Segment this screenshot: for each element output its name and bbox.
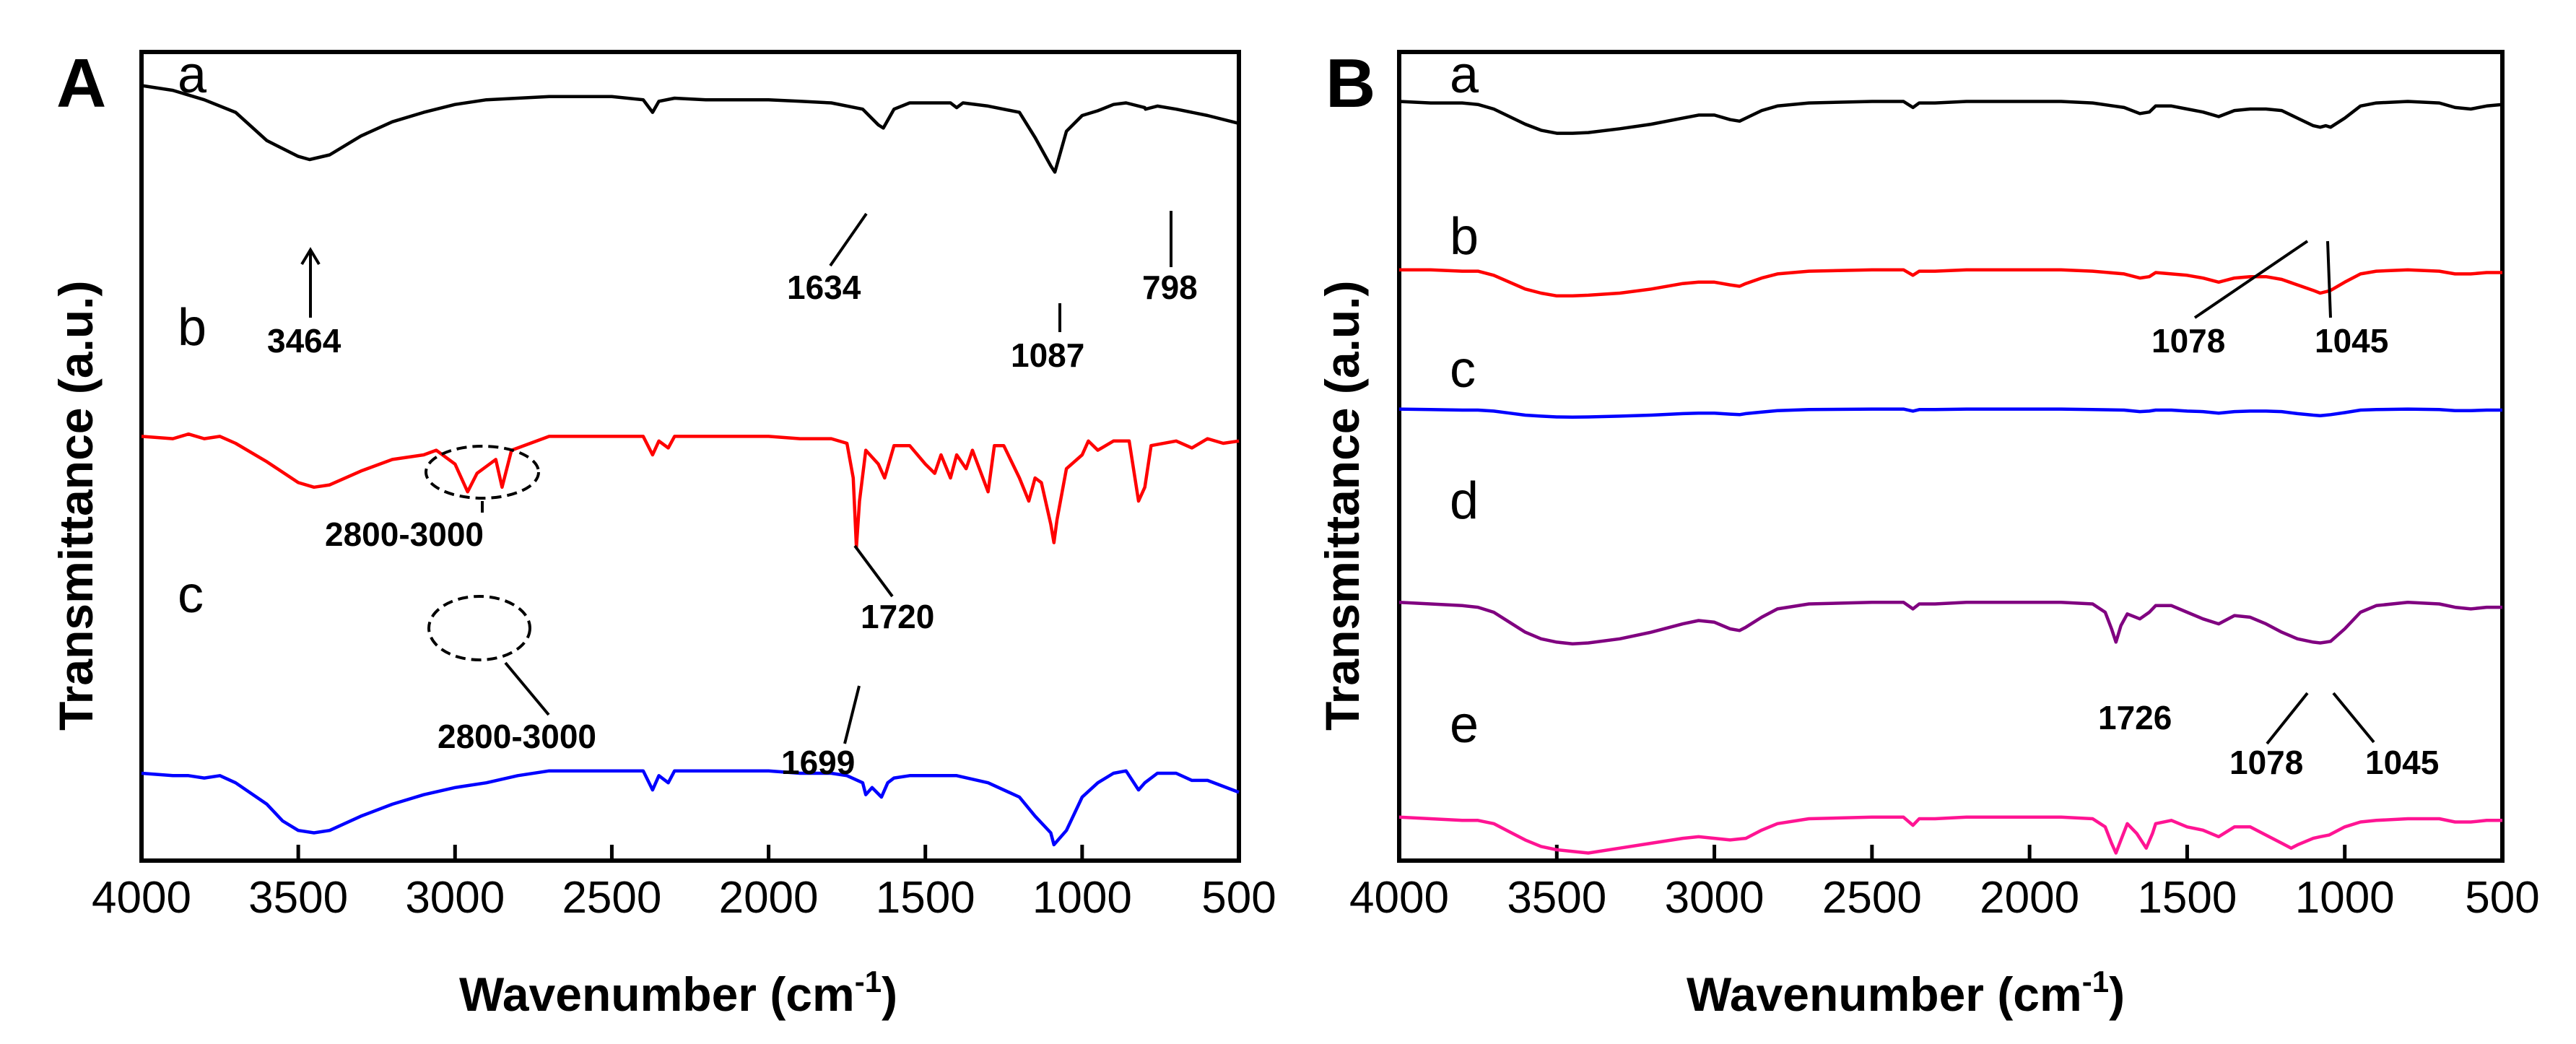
panel-a-annotation-2800-3000-c: 2800-3000	[438, 718, 596, 755]
panel-a-x-axis-title-sup: -1	[855, 965, 882, 999]
series-a-line	[1398, 100, 2503, 135]
x-tick-label: 3500	[248, 873, 348, 923]
panel-a-annotation-1634: 1634	[787, 269, 861, 306]
x-tick-label: 2000	[1980, 873, 2079, 923]
panel-b-annotation-1078-top: 1078	[2151, 322, 2225, 360]
panel-a-annotation-1720: 1720	[861, 598, 934, 635]
panel-a-x-axis-title: Wavenumber (cm-1)	[459, 965, 897, 1021]
panel-b-x-axis-title-close: )	[2109, 967, 2125, 1021]
panel-a-label: A	[56, 45, 106, 122]
panel-a-arrow-1699	[843, 685, 861, 744]
x-tick-label: 3500	[1507, 873, 1606, 923]
panel-b-x-ticks: 4000 3500 3000 2500 2000 1500 1000 500	[1349, 845, 2540, 923]
panel-b-x-axis-title-sup: -1	[2082, 965, 2109, 999]
panel-b-arrow-1078-bottom	[2266, 692, 2309, 745]
x-tick-label: 500	[1201, 873, 1276, 923]
panel-a-x-ticks: 4000 3500 3000 2500 2000 1500 1000 500	[92, 845, 1276, 923]
panel-b-plot-frame	[1397, 50, 2505, 863]
panel-a-annotation-1699: 1699	[781, 744, 855, 781]
panel-b-arrow-1045-top	[2326, 240, 2332, 318]
panel-a-curve-label-c: c	[178, 566, 204, 624]
x-tick-label: 500	[2465, 873, 2539, 923]
panel-b: 4000 3500 3000 2500 2000 1500 1000 500 B Transm…	[1315, 45, 2540, 1021]
series-b-line	[141, 432, 1240, 549]
panel-b-curve-label-a: a	[1450, 46, 1479, 104]
panel-a-annotation-1087: 1087	[1011, 336, 1084, 374]
panel-b-x-axis-title-main: Wavenumber (cm	[1687, 967, 2082, 1021]
panel-b-x-axis-title: Wavenumber (cm-1)	[1687, 965, 2125, 1021]
panel-a-ellipse-c	[427, 595, 531, 661]
panel-a-arrowhead-3464	[300, 247, 321, 266]
panel-b-curve-label-b: b	[1450, 208, 1479, 266]
x-tick-label: 4000	[92, 873, 191, 923]
panel-a-annotation-2800-3000-b: 2800-3000	[325, 516, 484, 553]
x-tick-label: 2000	[719, 873, 819, 923]
panel-b-annotation-1726: 1726	[2098, 699, 2172, 736]
panel-a-y-axis-title: Transmittance (a.u.)	[49, 281, 103, 731]
panel-a-annotation-3464: 3464	[267, 322, 341, 360]
series-d-line	[1398, 600, 2502, 645]
panel-a-plot-frame	[139, 50, 1241, 863]
panel-a-curve-label-b: b	[178, 299, 206, 357]
series-e-line	[1398, 815, 2502, 855]
panel-a-ellipse-b	[425, 445, 540, 500]
x-tick-label: 4000	[1349, 873, 1449, 923]
panel-b-curve-label-e: e	[1450, 696, 1479, 754]
panel-a-arrow-1634	[829, 212, 868, 267]
panel-b-series	[1398, 100, 2503, 855]
panel-b-y-axis-title: Transmittance (a.u.)	[1315, 281, 1369, 731]
panel-a-x-axis-title-main: Wavenumber (cm	[459, 967, 855, 1021]
panel-b-label: B	[1326, 45, 1375, 122]
panel-a-series	[141, 84, 1240, 847]
series-a-line	[141, 84, 1240, 174]
panel-b-annotation-1045-top: 1045	[2315, 322, 2388, 360]
x-tick-label: 1500	[876, 873, 975, 923]
panel-b-annotation-1078-bottom: 1078	[2229, 744, 2303, 781]
x-tick-label: 3000	[405, 873, 505, 923]
series-c-line	[1398, 407, 2502, 419]
panel-b-annotation-1045-bottom: 1045	[2365, 744, 2439, 781]
panel-a-x-axis-title-close: )	[882, 967, 897, 1021]
panel-b-curve-label-c: c	[1450, 341, 1476, 399]
panel-a: 4000 3500 3000 2500 2000 1500 1000 500 A Transm…	[49, 45, 1276, 1021]
panel-a-arrow-2800-3000-c	[504, 661, 550, 716]
x-tick-label: 3000	[1665, 873, 1765, 923]
x-tick-label: 2500	[1822, 873, 1922, 923]
x-tick-label: 1000	[2295, 873, 2395, 923]
panel-a-annotation-798: 798	[1142, 269, 1198, 306]
x-tick-label: 1500	[2137, 873, 2237, 923]
x-tick-label: 1000	[1032, 873, 1132, 923]
panel-b-arrow-1078-top	[2193, 240, 2309, 319]
panel-b-curve-label-d: d	[1450, 472, 1479, 530]
panel-b-arrow-1045-bottom	[2332, 692, 2375, 744]
x-tick-label: 2500	[562, 873, 661, 923]
series-b-line	[1399, 268, 2502, 298]
panel-a-curve-label-a: a	[178, 46, 207, 104]
panel-a-arrow-1720	[853, 544, 894, 598]
series-c-line	[141, 769, 1240, 847]
